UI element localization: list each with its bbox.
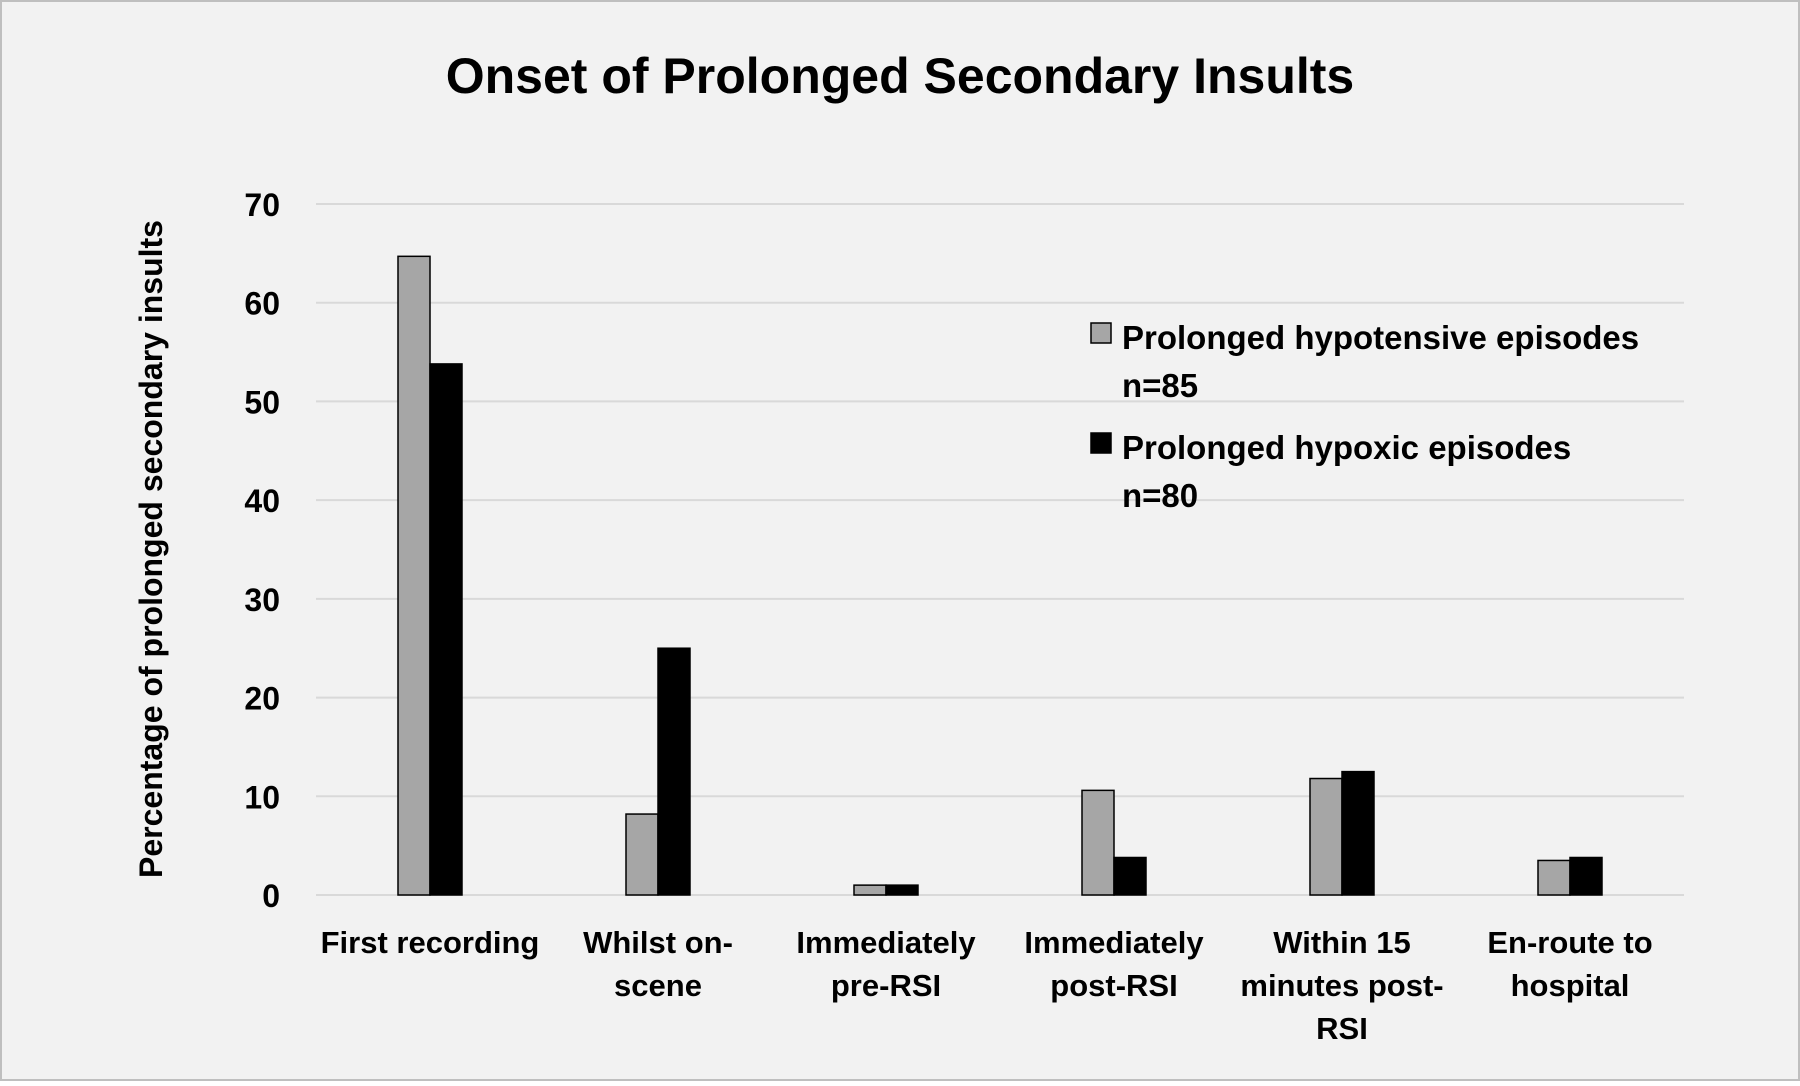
x-axis-category-labels: First recording Whilst on-scene Immediatel… [321,925,1653,1046]
legend-label: n=85 [1122,367,1198,404]
x-tick-label: First recording [321,925,540,960]
legend-label: n=80 [1122,477,1198,514]
x-tick-label: scene [614,968,702,1003]
bar [1081,789,1115,896]
x-tick-label: pre-RSI [831,968,941,1003]
bar [625,813,659,896]
x-tick-label: minutes post- [1240,968,1443,1003]
bars [397,255,1603,896]
x-tick-label: post-RSI [1050,968,1177,1003]
bar [1341,770,1375,896]
x-tick-label: Immediately [796,925,976,960]
y-axis-label: Percentage of prolonged secondary insult… [133,220,169,878]
x-tick-label: Immediately [1024,925,1204,960]
y-tick-label: 70 [244,187,280,223]
bar [1537,859,1571,896]
y-tick-label: 30 [244,582,280,618]
bar [853,884,887,896]
bar [1309,777,1343,896]
y-tick-label: 60 [244,286,280,322]
bar [429,363,463,896]
bar [657,647,691,896]
y-axis-ticks: 0 10 20 30 40 50 60 70 [244,187,280,914]
bar [885,884,919,896]
legend-label: Prolonged hypotensive episodes [1122,319,1639,356]
bar [1569,856,1603,896]
x-tick-label: RSI [1316,1011,1368,1046]
legend-swatch [1090,432,1112,454]
legend-swatch [1090,322,1112,344]
y-tick-label: 10 [244,779,280,815]
y-tick-label: 0 [262,878,280,914]
bar [397,255,431,896]
y-tick-label: 40 [244,483,280,519]
gridlines [316,203,1684,896]
legend-label: Prolonged hypoxic episodes [1122,429,1571,466]
y-tick-label: 20 [244,681,280,717]
legend: Prolonged hypotensive episodes n=85 Prolon… [1090,319,1639,514]
x-tick-label: hospital [1511,968,1630,1003]
bar [1113,856,1147,896]
y-tick-label: 50 [244,384,280,420]
x-tick-label: En-route to [1487,925,1652,960]
chart-title: Onset of Prolonged Secondary Insults [446,48,1354,104]
x-tick-label: Whilst on- [583,925,733,960]
x-tick-label: Within 15 [1273,925,1411,960]
